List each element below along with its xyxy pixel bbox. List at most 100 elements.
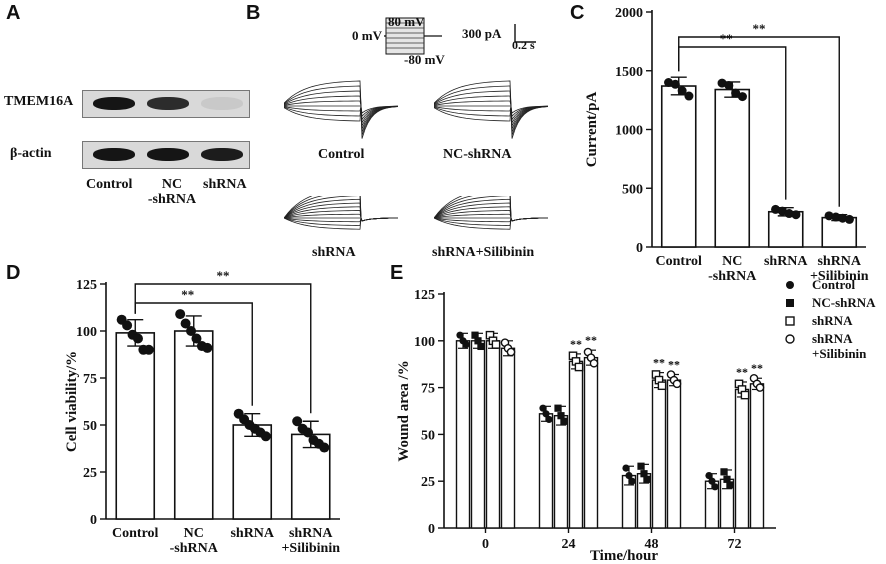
legend-label: Control — [812, 277, 855, 292]
data-point — [740, 390, 750, 400]
bar — [734, 388, 750, 529]
data-point — [785, 316, 795, 326]
bar — [651, 379, 667, 529]
bar — [660, 85, 697, 248]
data-point — [705, 471, 713, 480]
y-tick-label: 100 — [414, 335, 435, 350]
data-point — [720, 468, 728, 476]
significance-label: ** — [753, 21, 766, 36]
trace-line — [284, 80, 399, 139]
x-tick-label: shRNA — [230, 526, 274, 541]
bar — [666, 379, 682, 529]
x-tick-label: shRNA +Silibinin — [281, 526, 340, 556]
x-tick-label: shRNA — [764, 254, 808, 269]
data-point — [711, 483, 719, 491]
trace-nc-shrna — [434, 80, 549, 139]
y-tick-label: 125 — [76, 278, 97, 293]
significance-label: ** — [751, 361, 763, 375]
significance-label: ** — [217, 268, 230, 283]
significance-label: ** — [736, 365, 748, 379]
data-point — [785, 334, 795, 344]
trace-label-shrna: shRNA — [312, 245, 356, 260]
trace-line — [284, 100, 399, 128]
chart-cell-viability: 0 25 50 75 100 125 Cell viability/% Control NC -s… — [64, 268, 340, 556]
trace-line — [434, 196, 549, 222]
data-point — [560, 417, 568, 425]
data-point — [625, 471, 633, 480]
data-point — [838, 213, 848, 223]
chart-wound-area: 0 25 50 75 100 125 Wound area /% Time/hour 0 24 48… — [396, 277, 876, 564]
data-point — [664, 78, 674, 87]
lane-label-control: Control — [86, 177, 133, 192]
protocol-bottom-label: -80 mV — [404, 52, 445, 67]
y-axis-label: Cell viability/% — [64, 351, 80, 452]
y-axis-label: Wound area /% — [396, 360, 412, 461]
data-point — [723, 475, 731, 483]
protocol-top-label: 80 mV — [388, 14, 425, 29]
trace-label-control: Control — [318, 147, 365, 162]
data-point — [143, 344, 154, 355]
data-point — [677, 86, 687, 96]
y-tick-label: 100 — [76, 325, 97, 340]
trace-line — [434, 100, 549, 128]
blot-band — [93, 97, 135, 110]
data-point — [477, 342, 485, 351]
x-tick-label: 24 — [562, 537, 576, 552]
y-tick-label: 50 — [421, 428, 435, 443]
legend-label: NC-shRNA — [812, 295, 876, 310]
x-tick-label: 72 — [728, 537, 742, 552]
y-tick-label: 0 — [428, 522, 435, 537]
bar — [538, 413, 554, 529]
significance-label: ** — [653, 356, 665, 370]
trace-label-nc-shrna: NC-shRNA — [443, 147, 512, 162]
x-tick-label: Control — [112, 526, 159, 541]
voltage-protocol-icon — [384, 17, 442, 55]
bar — [583, 356, 599, 529]
significance-bracket — [678, 36, 840, 207]
y-tick-label: 50 — [83, 419, 97, 434]
blot-band — [147, 97, 189, 110]
protocol-holding-label: 0 mV — [352, 28, 382, 43]
x-tick-label: Control — [656, 254, 703, 269]
y-axis-label: Current/pA — [584, 92, 600, 168]
data-point — [292, 416, 303, 427]
data-point — [506, 347, 516, 357]
data-point — [640, 470, 648, 478]
significance-label: ** — [720, 31, 733, 46]
scale-bar-icon — [514, 24, 536, 43]
data-point — [554, 404, 562, 412]
data-point — [643, 475, 651, 483]
data-point — [755, 383, 765, 392]
data-point — [786, 281, 794, 289]
trace-line — [284, 196, 399, 222]
panel-letter-a: A — [6, 2, 21, 24]
data-point — [726, 481, 734, 489]
chart-current: 0 500 1000 1500 2000 Current/pA Control NC -shRN… — [584, 6, 869, 284]
blot-strip-tmem16a — [82, 90, 250, 118]
data-point — [202, 342, 213, 353]
data-point — [717, 78, 727, 88]
blot-band — [93, 148, 135, 161]
y-tick-label: 2000 — [615, 6, 643, 21]
data-point — [737, 92, 747, 102]
y-tick-label: 25 — [421, 475, 435, 490]
bar — [485, 340, 501, 529]
y-tick-label: 125 — [414, 288, 435, 303]
data-point — [456, 331, 464, 339]
blot-band — [201, 148, 243, 161]
data-point — [784, 209, 794, 219]
data-point — [831, 212, 841, 222]
data-point — [122, 320, 133, 331]
data-point — [542, 410, 550, 418]
significance-label: ** — [570, 337, 582, 351]
data-point — [777, 206, 787, 216]
data-point — [132, 333, 143, 344]
x-tick-label: shRNA +Silibinin — [810, 254, 869, 284]
y-tick-label: 1500 — [615, 65, 643, 80]
y-tick-label: 0 — [636, 241, 643, 256]
panel-letter-e: E — [390, 262, 404, 284]
blot-label-beta-actin: β-actin — [10, 146, 52, 161]
data-point — [557, 412, 565, 420]
bar — [470, 340, 486, 529]
data-point — [539, 404, 547, 412]
